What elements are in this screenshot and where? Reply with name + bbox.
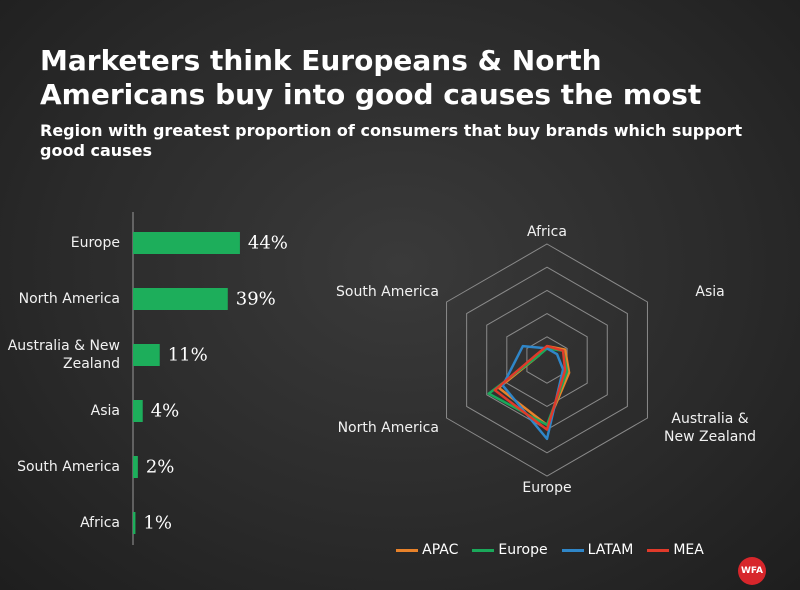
grid-ring xyxy=(486,289,608,431)
category-label: South America xyxy=(17,459,120,475)
legend-swatch xyxy=(561,548,584,552)
series-line xyxy=(501,344,565,441)
value-label: 44% xyxy=(247,232,288,254)
bar xyxy=(133,512,136,534)
legend-label: LATAM xyxy=(587,542,634,558)
legend-item: APAC xyxy=(396,542,458,558)
legend-label: APAC xyxy=(422,542,459,558)
bar xyxy=(133,232,240,254)
legend-swatch xyxy=(396,548,419,552)
legend-item: LATAM xyxy=(561,542,634,558)
legend-item: MEA xyxy=(647,542,704,558)
value-label: 39% xyxy=(235,288,276,310)
title: Marketers think Europeans & North Americ… xyxy=(40,44,702,111)
value-label: 11% xyxy=(167,344,208,366)
grid-ring xyxy=(526,336,568,384)
series-line xyxy=(493,344,567,431)
value-label: 2% xyxy=(145,456,175,478)
grid-ring xyxy=(506,313,588,407)
axis-label: Europe xyxy=(522,480,572,496)
category-label: Europe xyxy=(70,235,120,251)
value-label: 1% xyxy=(143,512,172,534)
legend-label: MEA xyxy=(673,542,704,558)
axis-label: Asia xyxy=(695,284,725,300)
bar xyxy=(133,400,143,422)
category-label: North America xyxy=(18,291,120,307)
axis-label: Australia & New Zealand xyxy=(664,411,757,445)
legend: APAC Europe LATAM MEA xyxy=(396,542,704,558)
category-label: Africa xyxy=(80,515,120,531)
bar xyxy=(133,288,228,310)
bar xyxy=(133,344,160,366)
grid-ring xyxy=(446,243,648,477)
legend-swatch xyxy=(647,548,670,552)
category-label: Asia xyxy=(90,403,120,419)
grid-ring xyxy=(466,266,628,454)
value-label: 4% xyxy=(150,400,180,422)
bar xyxy=(133,456,138,478)
axis-label: North America xyxy=(337,420,439,436)
axis-label: South America xyxy=(336,284,439,300)
legend-swatch xyxy=(472,548,495,552)
subtitle: Region with greatest proportion of consu… xyxy=(40,121,743,160)
logo: WFA xyxy=(738,557,766,585)
legend-label: Europe xyxy=(498,542,548,558)
axis-label: Africa xyxy=(527,224,567,240)
legend-item: Europe xyxy=(472,542,548,558)
category-label: Australia & New Zealand xyxy=(7,338,120,372)
